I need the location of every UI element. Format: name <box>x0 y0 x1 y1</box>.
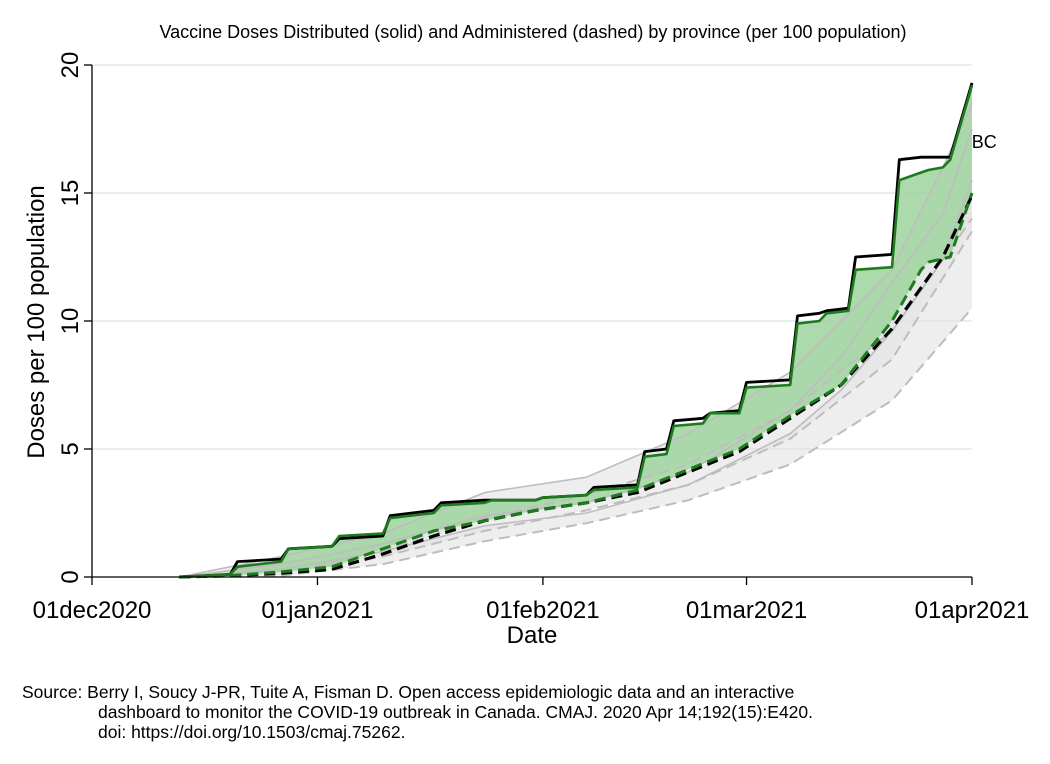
tick-labels: 0 5 10 15 20 01dec2020 01jan2021 01feb2021 01mar… <box>33 52 1030 624</box>
annotation-bc: BC <box>972 132 997 152</box>
x-tick-label-4: 01apr2021 <box>915 597 1030 624</box>
x-tick-label-1: 01jan2021 <box>261 597 373 624</box>
band-bc <box>179 85 973 577</box>
y-axis-label: Doses per 100 population <box>23 185 50 459</box>
line-distributed-canada <box>179 82 974 579</box>
y-tick-label-4: 20 <box>57 52 84 79</box>
source-citation: Source: Berry I, Soucy J-PR, Tuite A, Fi… <box>22 682 1032 742</box>
x-tick-label-0: 01dec2020 <box>33 597 152 624</box>
line-distributed-bc <box>179 85 974 579</box>
y-tick-label-2: 10 <box>57 308 84 335</box>
band-province-1 <box>179 180 973 577</box>
line-administered-province-1 <box>179 307 973 578</box>
province-bands <box>179 85 973 578</box>
x-tick-label-3: 01mar2021 <box>686 597 807 624</box>
x-axis-label: Date <box>507 622 558 649</box>
line-distributed-province-0 <box>179 128 973 578</box>
y-tick-label-3: 15 <box>57 180 84 207</box>
band-province-2 <box>179 103 973 578</box>
source-line-3: doi: https://doi.org/10.1503/cmaj.75262. <box>98 722 406 742</box>
line-administered-bc <box>179 192 974 579</box>
y-tick-label-1: 5 <box>57 442 84 455</box>
line-distributed-province-2 <box>179 103 973 578</box>
y-tick-label-0: 0 <box>57 570 84 583</box>
x-tick-label-2: 01feb2021 <box>486 597 599 624</box>
source-line-2: dashboard to monitor the COVID-19 outbre… <box>98 702 814 722</box>
vaccine-doses-chart: Vaccine Doses Distributed (solid) and Ad… <box>23 22 1030 649</box>
axes <box>84 64 973 585</box>
source-line-1: Source: Berry I, Soucy J-PR, Tuite A, Fi… <box>22 682 795 702</box>
province-lines <box>179 82 974 579</box>
chart-title: Vaccine Doses Distributed (solid) and Ad… <box>159 22 906 42</box>
